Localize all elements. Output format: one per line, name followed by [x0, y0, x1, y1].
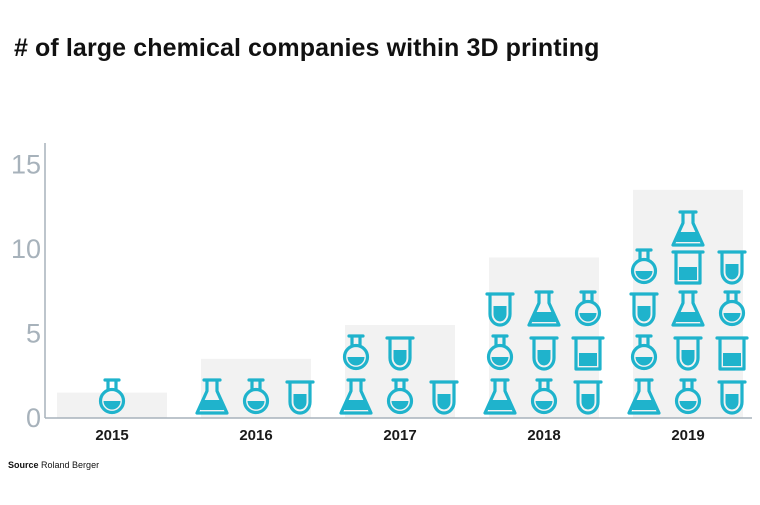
round-flask-icon [386, 378, 414, 415]
round-flask-icon [342, 334, 370, 371]
tube-flask-icon [385, 336, 415, 371]
beaker-flask-icon [671, 250, 705, 285]
round-flask-icon [574, 290, 602, 327]
tube-flask-icon [717, 250, 747, 285]
round-flask-icon [630, 334, 658, 371]
conical-flask-icon [195, 378, 229, 415]
conical-flask-icon [627, 378, 661, 415]
tube-flask-icon [285, 380, 315, 415]
chart-title: # of large chemical companies within 3D … [14, 34, 600, 62]
tube-flask-icon [717, 380, 747, 415]
tube-flask-icon [673, 336, 703, 371]
y-tick-label: 10 [11, 234, 41, 264]
conical-flask-icon [671, 210, 705, 247]
source-text: Roland Berger [41, 460, 100, 470]
round-flask-icon [98, 378, 126, 415]
x-category-label: 2017 [383, 427, 416, 444]
beaker-flask-icon [715, 336, 749, 371]
x-category-label: 2016 [239, 427, 272, 444]
conical-flask-icon [483, 378, 517, 415]
tube-flask-icon [529, 336, 559, 371]
beaker-flask-icon [571, 336, 605, 371]
tube-flask-icon [429, 380, 459, 415]
x-category-label: 2019 [671, 427, 704, 444]
y-tick-label: 15 [11, 150, 41, 180]
x-category-label: 2015 [95, 427, 128, 444]
y-tick-label: 0 [26, 403, 41, 433]
source-label: Source [8, 460, 39, 470]
conical-flask-icon [527, 290, 561, 327]
tube-flask-icon [485, 292, 515, 327]
round-flask-icon [674, 378, 702, 415]
source-note: Source Roland Berger [8, 460, 99, 470]
round-flask-icon [486, 334, 514, 371]
conical-flask-icon [339, 378, 373, 415]
conical-flask-icon [671, 290, 705, 327]
round-flask-icon [530, 378, 558, 415]
round-flask-icon [630, 248, 658, 285]
round-flask-icon [718, 290, 746, 327]
tube-flask-icon [573, 380, 603, 415]
y-tick-label: 5 [26, 319, 41, 349]
x-category-label: 2018 [527, 427, 560, 444]
tube-flask-icon [629, 292, 659, 327]
round-flask-icon [242, 378, 270, 415]
